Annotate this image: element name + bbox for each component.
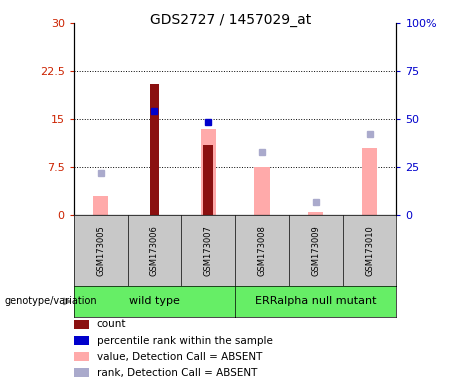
Text: GSM173009: GSM173009 [311, 225, 320, 276]
Text: GSM173007: GSM173007 [204, 225, 213, 276]
Text: ERRalpha null mutant: ERRalpha null mutant [255, 296, 377, 306]
Text: rank, Detection Call = ABSENT: rank, Detection Call = ABSENT [97, 368, 257, 378]
Bar [149, 84, 159, 215]
Text: percentile rank within the sample: percentile rank within the sample [97, 336, 273, 346]
Text: GDS2727 / 1457029_at: GDS2727 / 1457029_at [150, 13, 311, 27]
Bar [93, 196, 108, 215]
Text: value, Detection Call = ABSENT: value, Detection Call = ABSENT [97, 352, 262, 362]
Text: GSM173010: GSM173010 [365, 225, 374, 276]
Text: genotype/variation: genotype/variation [5, 296, 97, 306]
Bar [201, 129, 216, 215]
Bar [203, 145, 213, 215]
Bar [362, 148, 377, 215]
Text: GSM173005: GSM173005 [96, 225, 105, 276]
Text: GSM173008: GSM173008 [258, 225, 266, 276]
Bar [254, 167, 270, 215]
Text: count: count [97, 319, 126, 329]
Text: GSM173006: GSM173006 [150, 225, 159, 276]
Bar [308, 212, 323, 215]
Text: wild type: wild type [129, 296, 180, 306]
